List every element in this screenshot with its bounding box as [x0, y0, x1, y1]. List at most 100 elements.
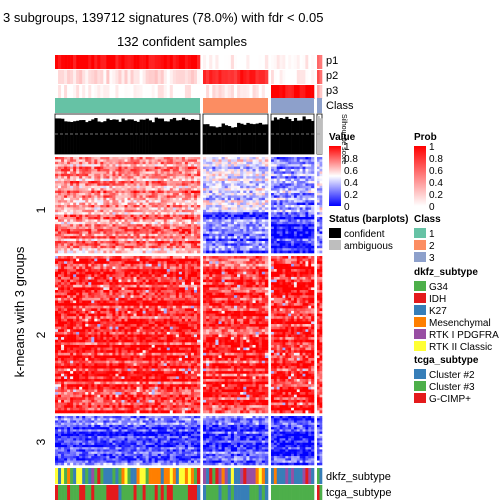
prob-cell-p1: [237, 55, 241, 69]
heatmap-cell: [258, 217, 263, 220]
heatmap-cell: [271, 159, 275, 163]
heatmap-cell: [258, 195, 263, 199]
heatmap-cell: [308, 236, 312, 239]
prob-cell-p2: [115, 70, 119, 84]
heatmap-cell: [302, 226, 306, 230]
heatmap-cell: [82, 313, 86, 317]
heatmap-cell: [94, 214, 98, 218]
heatmap-cell: [70, 282, 74, 286]
heatmap-cell: [196, 171, 201, 175]
heatmap-cell: [133, 243, 137, 247]
prob-cell-p3: [76, 85, 80, 99]
heatmap-cell: [127, 193, 131, 196]
heatmap-cell: [136, 274, 140, 278]
heatmap-cell: [67, 202, 71, 206]
heatmap-cell: [76, 271, 80, 275]
heatmap-cell: [100, 282, 104, 286]
heatmap-cell: [252, 248, 256, 251]
heatmap-cell: [249, 200, 253, 203]
prob-cell-p1: [55, 55, 59, 69]
heatmap-cell: [67, 224, 71, 227]
silhouette-bar: [109, 120, 113, 154]
heatmap-cell: [67, 238, 71, 242]
heatmap-cell: [124, 282, 128, 286]
prob-cell-p3: [276, 85, 280, 99]
heatmap-cell: [115, 261, 119, 265]
heatmap-cell: [79, 159, 83, 163]
heatmap-cell: [240, 169, 244, 172]
heatmap-cell: [215, 161, 219, 165]
heatmap-cell: [212, 193, 216, 196]
heatmap-cell: [249, 217, 253, 220]
heatmap-cell: [88, 171, 92, 175]
heatmap-cell: [252, 185, 256, 189]
heatmap-cell: [215, 207, 219, 211]
heatmap-cell: [264, 181, 269, 184]
heatmap-cell: [139, 284, 143, 288]
heatmap-cell: [145, 282, 149, 286]
heatmap-cell: [154, 261, 159, 265]
heatmap-cell: [206, 250, 210, 254]
heatmap-cell: [91, 207, 95, 211]
heatmap-cell: [61, 217, 65, 220]
heatmap-cell: [169, 279, 174, 283]
heatmap-cell: [118, 195, 122, 199]
heatmap-cell: [237, 176, 241, 179]
heatmap-cell: [100, 197, 104, 201]
heatmap-cell: [157, 231, 162, 235]
heatmap-cell: [276, 233, 280, 237]
heatmap-cell: [255, 217, 260, 220]
heatmap-cell: [91, 316, 95, 320]
silhouette-bar: [237, 122, 241, 154]
heatmap-cell: [139, 231, 143, 235]
heatmap-cell: [175, 176, 180, 179]
heatmap-cell: [91, 231, 95, 235]
heatmap-cell: [151, 308, 155, 312]
heatmap-cell: [61, 229, 65, 232]
heatmap-cell: [139, 261, 143, 265]
heatmap-cell: [127, 161, 131, 165]
heatmap-cell: [85, 161, 89, 165]
heatmap-cell: [112, 290, 116, 293]
heatmap-cell: [115, 178, 119, 182]
heatmap-cell: [124, 245, 128, 249]
heatmap-cell: [73, 295, 77, 299]
heatmap-cell: [224, 233, 229, 237]
heatmap-cell: [249, 226, 253, 230]
heatmap-cell: [291, 209, 295, 213]
heatmap-cell: [106, 287, 110, 291]
heatmap-cell: [276, 195, 280, 199]
heatmap-cell: [61, 197, 65, 201]
heatmap-cell: [230, 164, 235, 167]
heatmap-cell: [305, 217, 309, 220]
heatmap-cell: [58, 241, 62, 244]
heatmap-cell: [79, 279, 83, 283]
heatmap-cell: [121, 287, 125, 291]
heatmap-cell: [145, 316, 149, 320]
heatmap-cell: [175, 233, 180, 237]
heatmap-cell: [196, 173, 201, 177]
heatmap-cell: [103, 310, 107, 314]
heatmap-cell: [118, 164, 122, 167]
heatmap-cell: [97, 287, 101, 291]
heatmap-cell: [112, 258, 116, 262]
heatmap-cell: [178, 219, 183, 223]
heatmap-cell: [148, 197, 152, 201]
heatmap-cell: [139, 183, 143, 187]
heatmap-cell: [227, 219, 232, 223]
prob-cell-p1: [178, 55, 183, 69]
heatmap-cell: [64, 256, 68, 259]
heatmap-cell: [97, 276, 101, 280]
heatmap-cell: [249, 214, 253, 218]
heatmap-cell: [85, 188, 89, 191]
heatmap-cell: [148, 190, 152, 194]
silhouette-bar: [255, 123, 260, 154]
prob-cell-p1: [76, 55, 80, 69]
prob-cell-p2: [175, 70, 180, 84]
heatmap-cell: [227, 231, 232, 235]
prob-cell-p3: [133, 85, 137, 99]
heatmap-cell: [55, 209, 59, 213]
heatmap-cell: [58, 305, 62, 309]
heatmap-cell: [85, 173, 89, 177]
heatmap-cell: [136, 176, 140, 179]
